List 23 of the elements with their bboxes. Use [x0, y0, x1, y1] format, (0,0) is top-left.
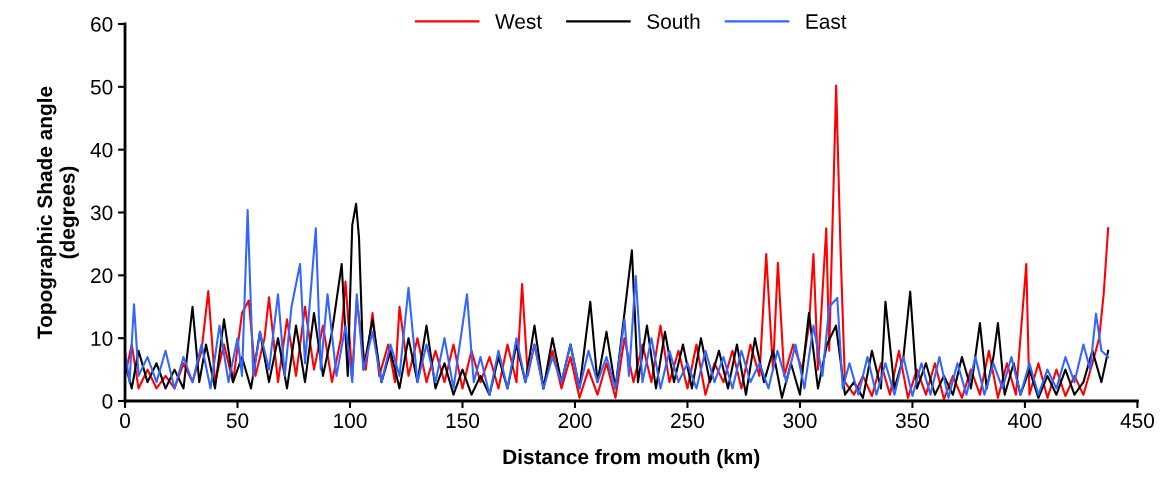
- x-tick-label: 200: [558, 413, 592, 429]
- line-series: [125, 84, 1110, 401]
- x-tick-label: 350: [895, 413, 929, 429]
- y-tick-label: 0: [102, 394, 113, 409]
- legend-label: East: [806, 14, 847, 29]
- y-tick-label: 50: [90, 79, 113, 95]
- y-axis-title: Topographic Shade angle (degrees): [36, 86, 79, 339]
- x-tick-label: 450: [1120, 413, 1154, 429]
- legend-label: West: [495, 14, 542, 29]
- y-tick-label: 40: [90, 142, 113, 158]
- x-tick-label: 0: [120, 413, 130, 429]
- x-tick-label: 150: [446, 413, 480, 429]
- x-tick-label: 100: [334, 413, 367, 429]
- x-tick-label: 50: [226, 413, 249, 429]
- x-tick-label: 300: [783, 413, 817, 429]
- y-tick-label: 10: [91, 331, 113, 346]
- y-tick-label: 30: [90, 205, 113, 221]
- x-tick-label: 400: [1008, 413, 1042, 429]
- x-tick-label: 250: [671, 413, 705, 429]
- x-axis-title: Distance from mouth (km): [503, 448, 760, 469]
- y-tick-label: 60: [91, 17, 113, 32]
- y-tick-label: 20: [91, 268, 113, 284]
- legend-label: South: [647, 13, 700, 29]
